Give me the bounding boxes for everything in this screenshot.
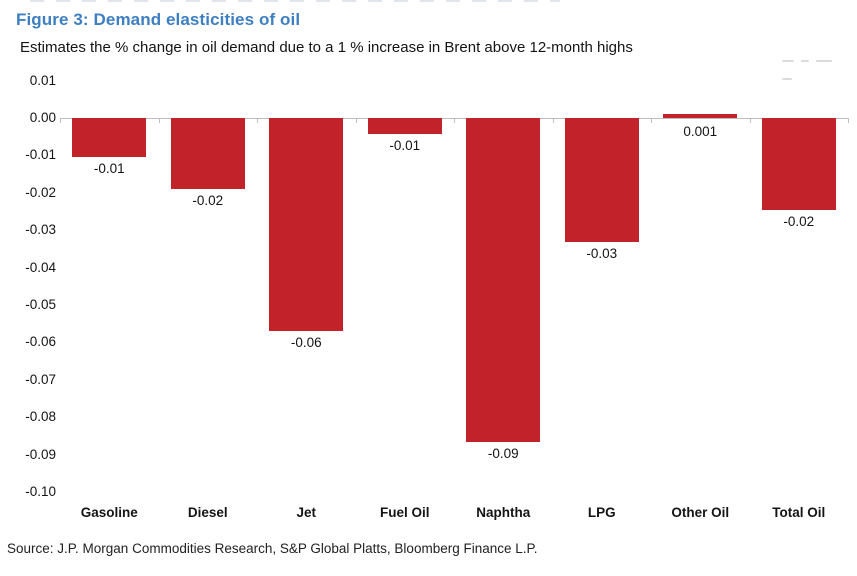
y-axis-tick-label: -0.04 bbox=[25, 259, 56, 275]
bar-jet bbox=[269, 118, 343, 331]
y-axis-tick-label: 0.00 bbox=[29, 110, 56, 125]
bar-value-label-gasoline: -0.01 bbox=[93, 161, 125, 176]
faint-artifact bbox=[782, 60, 848, 80]
axis-tick bbox=[454, 118, 455, 123]
axis-tick bbox=[651, 118, 652, 123]
y-axis-tick-label: 0.01 bbox=[29, 72, 56, 88]
bar-value-label-diesel: -0.02 bbox=[192, 193, 224, 208]
bar-other-oil bbox=[663, 114, 737, 118]
y-axis-tick-label: -0.01 bbox=[25, 147, 56, 163]
y-axis-tick-label: -0.09 bbox=[25, 446, 56, 462]
y-axis-tick-label: -0.02 bbox=[25, 184, 56, 200]
y-axis-tick-label: -0.10 bbox=[25, 484, 56, 499]
axis-tick bbox=[159, 118, 160, 123]
axis-tick bbox=[257, 118, 258, 123]
figure-subtitle: Estimates the % change in oil demand due… bbox=[20, 39, 633, 56]
y-axis-tick-label: -0.06 bbox=[25, 334, 56, 350]
bar-value-label-total-oil: -0.02 bbox=[783, 214, 815, 229]
bar-value-label-naphtha: -0.09 bbox=[487, 446, 519, 461]
category-label-gasoline: Gasoline bbox=[80, 505, 138, 520]
axis-tick bbox=[553, 118, 554, 123]
bar-fuel-oil bbox=[368, 118, 442, 134]
category-label-total-oil: Total Oil bbox=[772, 505, 826, 520]
y-axis-tick-label: -0.07 bbox=[25, 371, 56, 387]
source-note: Source: J.P. Morgan Commodities Research… bbox=[7, 541, 538, 556]
figure-title: Figure 3: Demand elasticities of oil bbox=[16, 10, 301, 29]
bar-value-label-fuel-oil: -0.01 bbox=[389, 138, 421, 153]
bar-lpg bbox=[565, 118, 639, 242]
bar-value-label-jet: -0.06 bbox=[290, 335, 322, 350]
category-label-diesel: Diesel bbox=[187, 505, 228, 520]
bar-gasoline bbox=[72, 118, 146, 157]
clipped-text-artifact bbox=[30, 0, 560, 2]
category-label-fuel-oil: Fuel Oil bbox=[379, 505, 430, 520]
bar-total-oil bbox=[762, 118, 836, 210]
category-label-naphtha: Naphtha bbox=[476, 505, 531, 520]
bar-value-label-lpg: -0.03 bbox=[586, 246, 618, 261]
bar-value-label-other-oil: 0.001 bbox=[683, 124, 718, 139]
category-label-lpg: LPG bbox=[587, 505, 616, 520]
y-axis-tick-label: -0.05 bbox=[25, 297, 56, 312]
y-axis-tick-label: -0.08 bbox=[25, 409, 56, 425]
axis-tick bbox=[60, 118, 61, 123]
axis-tick bbox=[750, 118, 751, 123]
y-axis-tick-label: -0.03 bbox=[25, 222, 56, 238]
axis-tick bbox=[848, 118, 849, 123]
bar-diesel bbox=[171, 118, 245, 189]
axis-tick bbox=[356, 118, 357, 123]
category-label-jet: Jet bbox=[296, 505, 316, 520]
category-label-other-oil: Other Oil bbox=[671, 505, 730, 520]
bar-naphtha bbox=[466, 118, 540, 442]
